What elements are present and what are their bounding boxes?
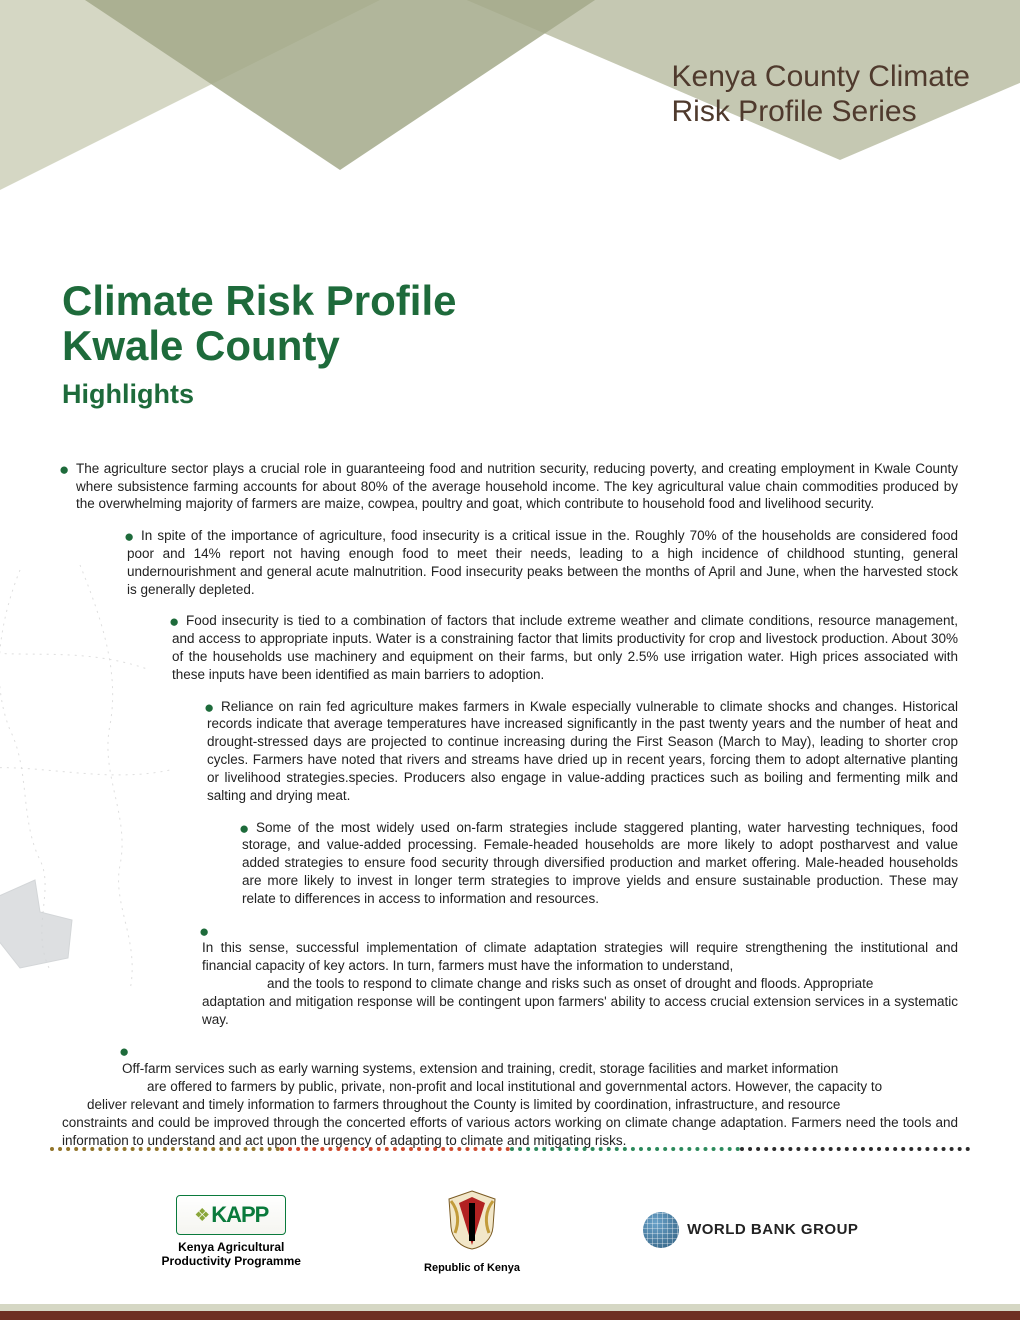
divider-dotted — [50, 1147, 970, 1155]
coat-of-arms-icon — [445, 1189, 499, 1251]
highlight-item: ● Food insecurity is tied to a combinati… — [172, 612, 958, 683]
kapp-caption: Kenya Agricultural Productivity Programm… — [162, 1241, 301, 1269]
highlight-text-part: deliver relevant and timely information … — [87, 1096, 958, 1114]
highlight-text: Some of the most widely used on-farm str… — [242, 820, 958, 906]
series-title-line1: Kenya County Climate — [672, 60, 970, 93]
highlight-text: In this sense, successful implementation… — [202, 923, 958, 1029]
kapp-caption-line1: Kenya Agricultural — [178, 1240, 284, 1254]
content-area: Climate Risk Profile Kwale County Highli… — [62, 278, 958, 1163]
divider-segment — [510, 1147, 740, 1155]
highlight-text: In spite of the importance of agricultur… — [127, 528, 958, 596]
bullet-icon: ● — [124, 528, 134, 545]
leaf-icon: ❖ — [194, 1205, 210, 1226]
highlight-item: ● In spite of the importance of agricult… — [127, 527, 958, 598]
divider-segment — [740, 1147, 970, 1155]
highlight-text-part: Off-farm services such as early warning … — [122, 1060, 958, 1078]
highlight-text-part: and the tools to respond to climate chan… — [267, 975, 958, 993]
highlight-item: ● In this sense, successful implementati… — [202, 922, 958, 1029]
globe-icon — [643, 1212, 679, 1248]
highlight-item: ● Some of the most widely used on-farm s… — [242, 819, 958, 908]
highlight-text: Reliance on rain fed agriculture makes f… — [207, 699, 958, 803]
highlight-text-part: are offered to farmers by public, privat… — [147, 1078, 958, 1096]
page-title: Climate Risk Profile Kwale County — [62, 278, 958, 369]
bullet-icon: ● — [199, 923, 209, 940]
header-triangle-dark — [40, 0, 640, 170]
kapp-wordmark: KAPP — [211, 1202, 268, 1228]
logo-kapp: ❖ KAPP Kenya Agricultural Productivity P… — [162, 1195, 301, 1269]
highlight-text: Off-farm services such as early warning … — [122, 1043, 958, 1149]
divider-segment — [50, 1147, 280, 1155]
series-title: Kenya County Climate Risk Profile Series — [672, 60, 970, 129]
footer-bar — [0, 1304, 1020, 1320]
kapp-caption-line2: Productivity Programme — [162, 1254, 301, 1268]
highlight-text-part: adaptation and mitigation response will … — [202, 993, 958, 1029]
highlight-item: ● The agriculture sector plays a crucial… — [62, 460, 958, 513]
bullet-icon: ● — [169, 613, 179, 630]
main-title-line2: Kwale County — [62, 322, 340, 369]
bullet-icon: ● — [59, 461, 69, 478]
bullet-icon: ● — [119, 1043, 129, 1060]
highlight-text-part: In this sense, successful implementation… — [202, 939, 958, 975]
world-bank-wordmark: WORLD BANK GROUP — [687, 1221, 858, 1238]
highlight-text: The agriculture sector plays a crucial r… — [62, 460, 958, 513]
highlight-text-part: constraints and could be improved throug… — [62, 1114, 958, 1150]
highlights-list: ● The agriculture sector plays a crucial… — [62, 460, 958, 1150]
logo-world-bank: WORLD BANK GROUP — [643, 1212, 858, 1253]
series-title-line2: Risk Profile Series — [672, 95, 917, 128]
footer-logos: ❖ KAPP Kenya Agricultural Productivity P… — [0, 1189, 1020, 1275]
kapp-badge: ❖ KAPP — [176, 1195, 286, 1235]
bullet-icon: ● — [239, 820, 249, 837]
highlight-item: ● Off-farm services such as early warnin… — [122, 1042, 958, 1149]
divider-segment — [280, 1147, 510, 1155]
section-heading-highlights: Highlights — [62, 379, 958, 410]
logo-republic-of-kenya: Republic of Kenya — [424, 1189, 520, 1275]
bullet-icon: ● — [204, 699, 214, 716]
highlight-text: Food insecurity is tied to a combination… — [172, 613, 958, 681]
rok-caption: Republic of Kenya — [424, 1262, 520, 1275]
main-title-line1: Climate Risk Profile — [62, 277, 456, 324]
highlight-item: ● Reliance on rain fed agriculture makes… — [207, 698, 958, 805]
